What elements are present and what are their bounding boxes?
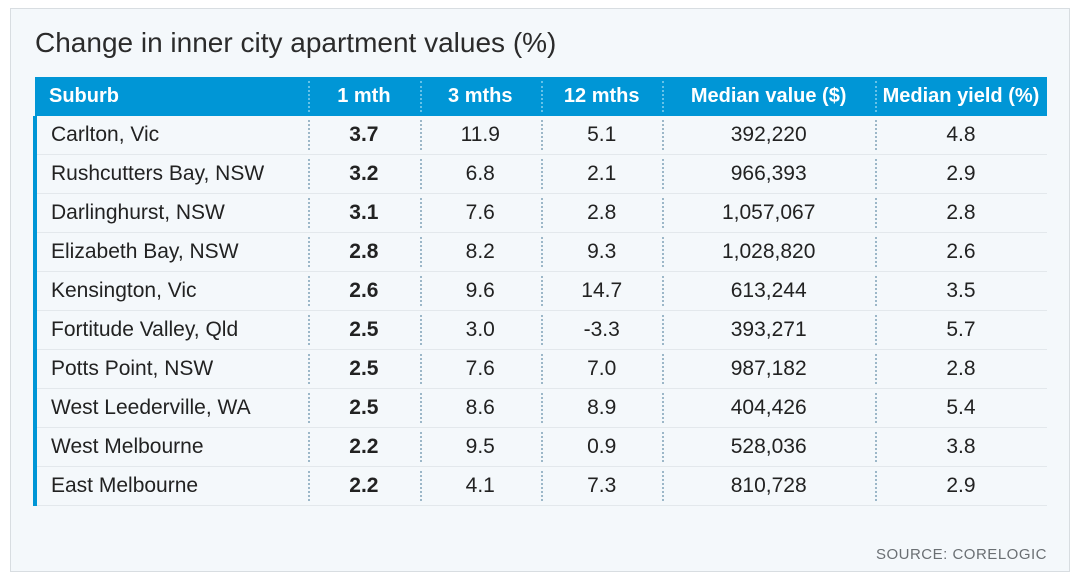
cell-median-value: 528,036 xyxy=(662,428,875,467)
cell-median-yield: 5.4 xyxy=(875,389,1047,428)
page: Change in inner city apartment values (%… xyxy=(0,0,1080,578)
cell-median-yield: 5.7 xyxy=(875,311,1047,350)
cell-median-yield: 2.8 xyxy=(875,194,1047,233)
cell-median-value: 1,057,067 xyxy=(662,194,875,233)
table-header: Suburb 1 mth 3 mths 12 mths Median value… xyxy=(35,77,1047,116)
cell-median-value: 966,393 xyxy=(662,155,875,194)
cell-3mths: 8.6 xyxy=(420,389,541,428)
cell-median-value: 810,728 xyxy=(662,467,875,506)
cell-1mth: 2.5 xyxy=(308,389,419,428)
cell-suburb: Potts Point, NSW xyxy=(35,350,308,389)
cell-median-yield: 2.8 xyxy=(875,350,1047,389)
cell-median-yield: 3.8 xyxy=(875,428,1047,467)
table-row: East Melbourne 2.2 4.1 7.3 810,728 2.9 xyxy=(35,467,1047,506)
cell-suburb: Elizabeth Bay, NSW xyxy=(35,233,308,272)
cell-3mths: 9.6 xyxy=(420,272,541,311)
table-row: West Melbourne 2.2 9.5 0.9 528,036 3.8 xyxy=(35,428,1047,467)
apartment-values-table: Suburb 1 mth 3 mths 12 mths Median value… xyxy=(33,77,1047,506)
cell-1mth: 2.5 xyxy=(308,350,419,389)
cell-suburb: West Leederville, WA xyxy=(35,389,308,428)
chart-title: Change in inner city apartment values (%… xyxy=(35,27,1047,59)
cell-3mths: 11.9 xyxy=(420,116,541,155)
cell-3mths: 6.8 xyxy=(420,155,541,194)
col-header-3mths: 3 mths xyxy=(420,77,541,116)
cell-3mths: 7.6 xyxy=(420,350,541,389)
cell-median-yield: 2.9 xyxy=(875,155,1047,194)
cell-3mths: 8.2 xyxy=(420,233,541,272)
col-header-median-yield: Median yield (%) xyxy=(875,77,1047,116)
cell-1mth: 2.2 xyxy=(308,467,419,506)
cell-suburb: Kensington, Vic xyxy=(35,272,308,311)
cell-12mths: 2.8 xyxy=(541,194,662,233)
cell-12mths: 7.3 xyxy=(541,467,662,506)
cell-median-yield: 2.6 xyxy=(875,233,1047,272)
col-header-median-value: Median value ($) xyxy=(662,77,875,116)
table-row: Rushcutters Bay, NSW 3.2 6.8 2.1 966,393… xyxy=(35,155,1047,194)
cell-median-value: 987,182 xyxy=(662,350,875,389)
cell-3mths: 4.1 xyxy=(420,467,541,506)
cell-1mth: 2.5 xyxy=(308,311,419,350)
table-row: West Leederville, WA 2.5 8.6 8.9 404,426… xyxy=(35,389,1047,428)
cell-suburb: West Melbourne xyxy=(35,428,308,467)
cell-median-value: 392,220 xyxy=(662,116,875,155)
cell-3mths: 7.6 xyxy=(420,194,541,233)
cell-1mth: 2.8 xyxy=(308,233,419,272)
col-header-suburb: Suburb xyxy=(35,77,308,116)
cell-median-yield: 2.9 xyxy=(875,467,1047,506)
cell-1mth: 3.7 xyxy=(308,116,419,155)
cell-median-yield: 4.8 xyxy=(875,116,1047,155)
table-row: Fortitude Valley, Qld 2.5 3.0 -3.3 393,2… xyxy=(35,311,1047,350)
cell-suburb: Carlton, Vic xyxy=(35,116,308,155)
cell-suburb: East Melbourne xyxy=(35,467,308,506)
card: Change in inner city apartment values (%… xyxy=(10,8,1070,572)
cell-12mths: 8.9 xyxy=(541,389,662,428)
cell-12mths: -3.3 xyxy=(541,311,662,350)
table-row: Elizabeth Bay, NSW 2.8 8.2 9.3 1,028,820… xyxy=(35,233,1047,272)
cell-median-value: 613,244 xyxy=(662,272,875,311)
cell-suburb: Darlinghurst, NSW xyxy=(35,194,308,233)
cell-12mths: 14.7 xyxy=(541,272,662,311)
table-row: Potts Point, NSW 2.5 7.6 7.0 987,182 2.8 xyxy=(35,350,1047,389)
cell-1mth: 2.2 xyxy=(308,428,419,467)
cell-12mths: 9.3 xyxy=(541,233,662,272)
source-label: SOURCE: CORELOGIC xyxy=(876,546,1047,563)
cell-median-value: 393,271 xyxy=(662,311,875,350)
table-row: Darlinghurst, NSW 3.1 7.6 2.8 1,057,067 … xyxy=(35,194,1047,233)
cell-median-yield: 3.5 xyxy=(875,272,1047,311)
cell-1mth: 3.2 xyxy=(308,155,419,194)
cell-12mths: 5.1 xyxy=(541,116,662,155)
col-header-1mth: 1 mth xyxy=(308,77,419,116)
cell-median-value: 1,028,820 xyxy=(662,233,875,272)
cell-12mths: 7.0 xyxy=(541,350,662,389)
table-row: Kensington, Vic 2.6 9.6 14.7 613,244 3.5 xyxy=(35,272,1047,311)
cell-3mths: 3.0 xyxy=(420,311,541,350)
cell-suburb: Rushcutters Bay, NSW xyxy=(35,155,308,194)
cell-12mths: 2.1 xyxy=(541,155,662,194)
col-header-12mths: 12 mths xyxy=(541,77,662,116)
cell-1mth: 3.1 xyxy=(308,194,419,233)
cell-3mths: 9.5 xyxy=(420,428,541,467)
table-row: Carlton, Vic 3.7 11.9 5.1 392,220 4.8 xyxy=(35,116,1047,155)
table-body: Carlton, Vic 3.7 11.9 5.1 392,220 4.8 Ru… xyxy=(35,116,1047,506)
cell-1mth: 2.6 xyxy=(308,272,419,311)
cell-suburb: Fortitude Valley, Qld xyxy=(35,311,308,350)
cell-12mths: 0.9 xyxy=(541,428,662,467)
cell-median-value: 404,426 xyxy=(662,389,875,428)
